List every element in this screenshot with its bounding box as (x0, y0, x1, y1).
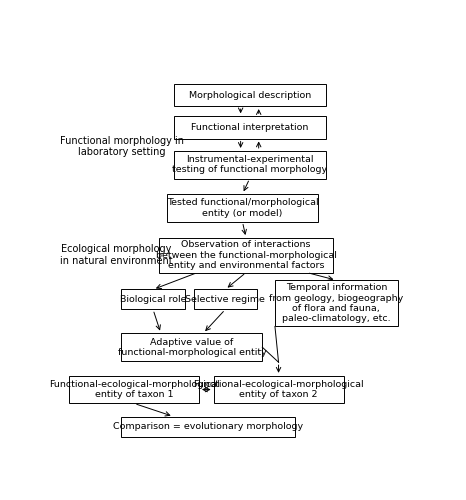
Text: Functional morphology in
laboratory setting: Functional morphology in laboratory sett… (60, 136, 184, 158)
Text: Adaptive value of
functional-morphological entity: Adaptive value of functional-morphologic… (117, 338, 266, 357)
FancyBboxPatch shape (69, 376, 199, 404)
FancyBboxPatch shape (275, 280, 398, 326)
Text: Functional-ecological-morphological
entity of taxon 1: Functional-ecological-morphological enti… (49, 380, 219, 400)
Text: Observation of interactions
between the functional-morphological
entity and envi: Observation of interactions between the … (156, 240, 336, 270)
Text: Ecological morphology
in natural environment: Ecological morphology in natural environ… (60, 244, 173, 266)
FancyBboxPatch shape (213, 376, 343, 404)
FancyBboxPatch shape (174, 116, 326, 138)
Text: Morphological description: Morphological description (189, 90, 311, 100)
FancyBboxPatch shape (122, 290, 185, 310)
FancyBboxPatch shape (174, 84, 326, 106)
Text: Functional interpretation: Functional interpretation (191, 123, 308, 132)
Text: Selective regime: Selective regime (185, 295, 265, 304)
Text: Temporal information
from geology, biogeography
of flora and fauna,
paleo-climat: Temporal information from geology, bioge… (269, 283, 404, 324)
FancyBboxPatch shape (174, 151, 326, 178)
Text: Biological role: Biological role (120, 295, 186, 304)
FancyBboxPatch shape (194, 290, 257, 310)
FancyBboxPatch shape (122, 416, 295, 436)
Text: Functional-ecological-morphological
entity of taxon 2: Functional-ecological-morphological enti… (193, 380, 364, 400)
Text: Instrumental-experimental
testing of functional morphology: Instrumental-experimental testing of fun… (172, 155, 327, 174)
Text: Comparison = evolutionary morphology: Comparison = evolutionary morphology (113, 422, 303, 431)
FancyBboxPatch shape (159, 238, 333, 272)
Text: Tested functional/morphological
entity (or model): Tested functional/morphological entity (… (167, 198, 318, 218)
FancyBboxPatch shape (122, 334, 262, 361)
FancyBboxPatch shape (167, 194, 318, 222)
